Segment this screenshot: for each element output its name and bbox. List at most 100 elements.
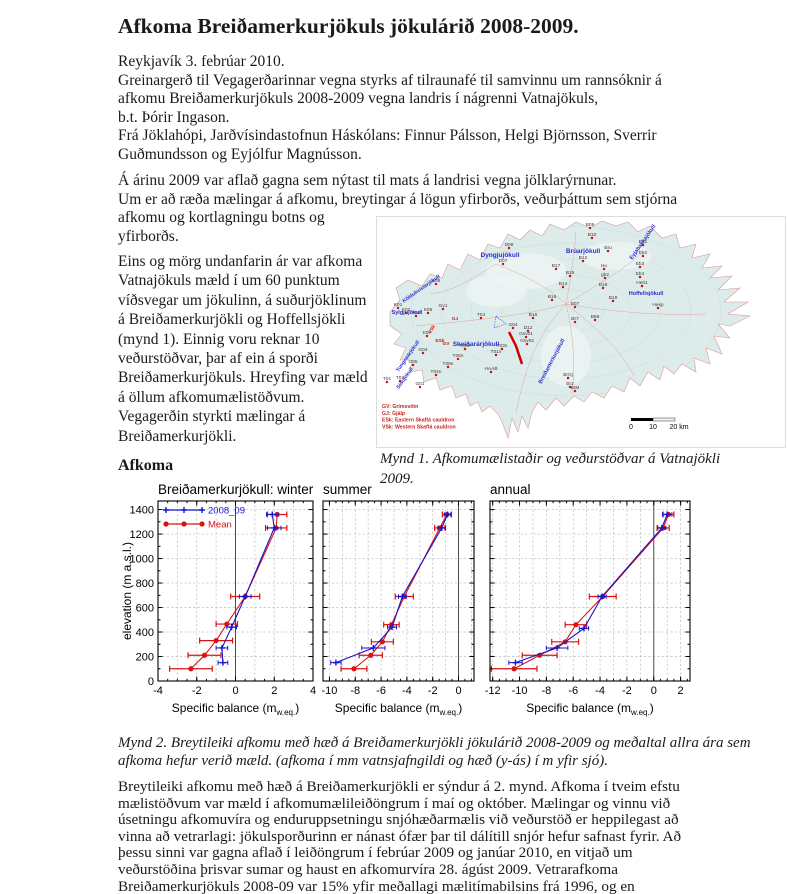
svg-text:gb2: gb2 xyxy=(601,272,609,278)
svg-text:T04: T04 xyxy=(477,312,486,318)
text-line: mælistöðvum var mæld í afkomumælileiðöng… xyxy=(118,794,671,812)
svg-text:D12: D12 xyxy=(524,325,533,331)
svg-text:Eb3: Eb3 xyxy=(636,261,645,267)
svg-text:ESk: Eastern Skaftá cauldron: ESk: Eastern Skaftá cauldron xyxy=(382,418,454,424)
svg-text:summer: summer xyxy=(323,482,372,497)
svg-text:VSk: Western Skaftá cauldron: VSk: Western Skaftá cauldron xyxy=(382,424,456,430)
text-line: þessu sinni var gagna aflað í leiðöngrum… xyxy=(118,844,633,862)
chart-panel-2: -12 -10 -8 -6 -4 -2 0 2 annual Specific balance (… xyxy=(485,482,691,717)
svg-text:Breiðamerkurjökull: winter: Breiðamerkurjökull: winter xyxy=(158,482,314,497)
svg-text:-6: -6 xyxy=(568,685,578,697)
text-line: b.t. Þórir Ingason. xyxy=(118,108,230,126)
text-line: yfirborðs. xyxy=(118,227,179,245)
svg-text:G01: G01 xyxy=(415,381,424,387)
series-Mean xyxy=(490,511,675,672)
svg-text:Bru: Bru xyxy=(604,245,612,251)
svg-text:B88: B88 xyxy=(591,314,600,320)
svg-text:Specific balance (mw.eq.): Specific balance (mw.eq.) xyxy=(526,701,653,717)
svg-text:GV: GV xyxy=(443,341,451,347)
text-line: (mynd 1). Einnig voru reknar 10 xyxy=(118,330,320,348)
svg-text:annual: annual xyxy=(490,482,531,497)
text-line: Greinargerð til Vegagerðarinnar vegna st… xyxy=(118,71,662,89)
svg-text:D07: D07 xyxy=(499,258,508,264)
figure2-caption: Mynd 2. Breytileiki afkomu með hæð á Bre… xyxy=(118,734,751,770)
svg-text:GJ: Gjálp: GJ: Gjálp xyxy=(382,411,405,417)
svg-text:-8: -8 xyxy=(541,685,551,697)
svg-text:T04n: T04n xyxy=(431,369,442,375)
text-line: veðurstöðina þrisvar sumar og haust en a… xyxy=(118,860,618,878)
svg-text:T03n: T03n xyxy=(497,343,508,349)
chart-legend: 2008_09 Mean xyxy=(163,506,245,531)
svg-text:4: 4 xyxy=(310,685,316,697)
text-line: afkoma hefur verið mæld. (afkoma í mm va… xyxy=(118,753,608,769)
map-scale-bar: 0 10 20 km xyxy=(629,417,689,431)
svg-text:2008_09: 2008_09 xyxy=(208,506,245,517)
svg-text:K05: K05 xyxy=(424,307,433,313)
svg-text:-2: -2 xyxy=(428,685,438,697)
svg-text:-8: -8 xyxy=(350,685,360,697)
svg-text:K08: K08 xyxy=(432,278,441,284)
text-line: Mynd 1. Afkomumælistaðir og veðurstöðvar… xyxy=(380,451,721,467)
chart-panel-1: -10 -8 -6 -4 -2 0 summer Specific balance (mw.e… xyxy=(321,482,475,717)
document-title: Afkoma Breiðamerkurjökuls jökulárið 2008… xyxy=(118,14,579,38)
svg-text:Eb1: Eb1 xyxy=(639,239,648,245)
svg-text:He01: He01 xyxy=(636,280,648,286)
text-line: á Breiðamerkurjökli og Hoffellsjökli xyxy=(118,311,346,329)
svg-text:0: 0 xyxy=(148,676,154,688)
svg-text:BrGj: BrGj xyxy=(563,372,573,378)
svg-text:B17: B17 xyxy=(552,263,561,269)
svg-text:Gsv01: Gsv01 xyxy=(519,331,533,337)
svg-text:T06n: T06n xyxy=(453,353,464,359)
text-line: Breiðamerkurjökuls. Hreyfing var mæld xyxy=(118,369,368,387)
svg-text:Eb2: Eb2 xyxy=(639,250,648,256)
svg-text:B18: B18 xyxy=(599,282,608,288)
svg-text:BrM: BrM xyxy=(571,385,580,391)
svg-text:GV: Grímsvötn: GV: Grímsvötn xyxy=(382,404,418,410)
svg-text:0: 0 xyxy=(629,424,633,431)
paragraph-header: Reykjavík 3. febrúar 2010. Greinargerð ti… xyxy=(118,53,662,164)
text-line: Breytileiki afkomu með hæð á Breiðamerku… xyxy=(118,778,680,795)
svg-text:2: 2 xyxy=(271,685,277,697)
text-line: Breiðamerkurjökuls 2008-09 var 15% yfir … xyxy=(118,877,635,894)
text-line: á öllum afkomumælistöðvum. xyxy=(118,388,305,406)
paragraph-measurements: Eins og mörg undanfarin ár var afkoma Vat… xyxy=(118,252,368,446)
svg-text:1400: 1400 xyxy=(130,505,154,517)
svg-text:T01n: T01n xyxy=(491,349,502,355)
map-figure: K08 K01 K02 K04 K05 Gv1 K07 D08 D07 T04 D12 G04 Gsv0… xyxy=(376,216,786,448)
text-line: vinna að vetrarlagi: jökulsporðurinn er … xyxy=(118,827,682,845)
text-line: Breiðamerkurjökli. xyxy=(118,427,237,445)
svg-text:20 km: 20 km xyxy=(669,424,688,431)
svg-text:Specific balance (mw.eq.): Specific balance (mw.eq.) xyxy=(172,701,299,717)
svg-text:B15: B15 xyxy=(566,270,575,276)
svg-text:B19: B19 xyxy=(609,295,618,301)
text-line: Reykjavík 3. febrúar 2010. xyxy=(118,53,285,70)
svg-text:B14: B14 xyxy=(559,281,568,287)
text-line: Á árinu 2009 var aflað gagna sem nýtast … xyxy=(118,172,617,189)
svg-text:Hu: Hu xyxy=(601,263,607,269)
svg-text:0: 0 xyxy=(455,685,461,697)
text-line: Frá Jöklahópi, Jarðvísindastofnun Háskól… xyxy=(118,127,657,144)
section-heading-afkoma: Afkoma xyxy=(118,457,174,474)
gjalp-outline xyxy=(493,315,507,329)
svg-text:Brúarjökull: Brúarjökull xyxy=(566,248,601,255)
svg-text:-12: -12 xyxy=(485,685,501,697)
text-line: úsetningu afkomuvíra og enduruppsetningu… xyxy=(118,811,679,829)
paragraph-intro: Á árinu 2009 var aflað gagna sem nýtast … xyxy=(118,172,677,246)
charts-svg: elevation (m a.s.l.)-4 -2 0 2 40200400600800… xyxy=(120,482,691,717)
svg-text:Skeiðarárjökull: Skeiðarárjökull xyxy=(453,340,500,348)
figure1-caption: Mynd 1. Afkomumælistaðir og veðurstöðvar… xyxy=(380,449,720,489)
svg-text:Eb4: Eb4 xyxy=(636,271,645,277)
svg-text:B09: B09 xyxy=(586,222,595,228)
text-line: Vegagerðin styrkti mælingar á xyxy=(118,408,306,426)
svg-text:800: 800 xyxy=(136,578,154,590)
svg-text:B12: B12 xyxy=(579,255,588,261)
svg-text:B16: B16 xyxy=(548,294,557,300)
svg-text:1200: 1200 xyxy=(130,529,154,541)
series-2008_09 xyxy=(215,511,282,666)
svg-text:K01: K01 xyxy=(394,302,403,308)
station-markers: K08K01K02K04K05Gv1K07D08D07T04D12G04Gsv0… xyxy=(383,222,664,393)
svg-text:Gv1: Gv1 xyxy=(439,303,448,309)
svg-text:GJ: GJ xyxy=(452,316,459,322)
svg-text:K07: K07 xyxy=(423,330,432,336)
